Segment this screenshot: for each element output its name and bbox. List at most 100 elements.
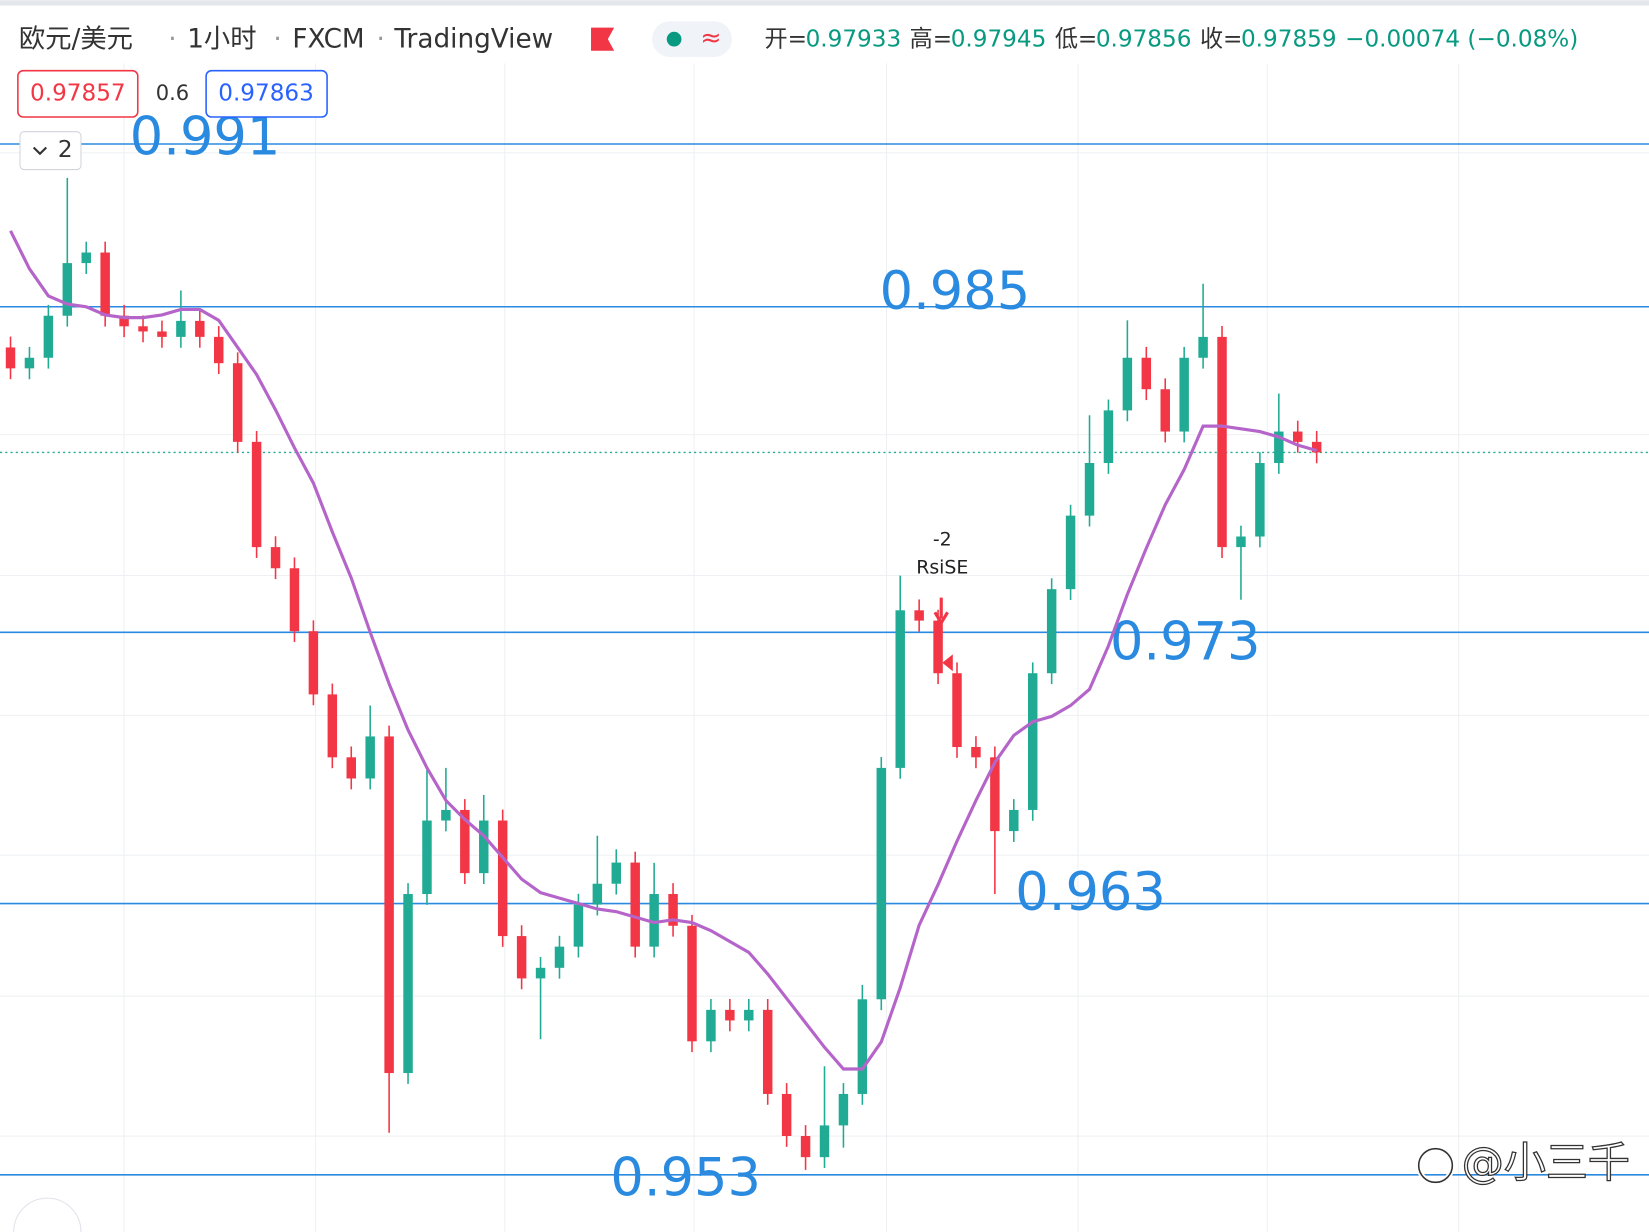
- ohlc-label: 低=: [1055, 27, 1098, 53]
- candle-body: [138, 326, 148, 332]
- ohlc-label: 开=: [765, 27, 808, 53]
- candle-body: [497, 820, 508, 937]
- flag-icon[interactable]: [591, 27, 615, 51]
- separator: ·: [168, 25, 176, 55]
- candle-body: [1065, 515, 1076, 590]
- candle-body: [554, 946, 565, 968]
- candle-body: [1255, 463, 1265, 537]
- candle-body: [1293, 431, 1303, 442]
- signal: -2 RsiSE: [916, 528, 968, 672]
- ask: 0.97863: [218, 80, 314, 106]
- level-label: 0.963: [1015, 862, 1166, 923]
- candle-body: [365, 736, 375, 779]
- separator: ·: [273, 25, 281, 55]
- candle-body: [857, 999, 868, 1094]
- candle-body: [5, 347, 16, 369]
- level-label: 0.985: [880, 261, 1031, 322]
- ask-box[interactable]: [205, 69, 328, 118]
- status-pill[interactable]: [652, 21, 732, 58]
- candle-body: [914, 610, 924, 621]
- candle-body: [1084, 463, 1095, 516]
- candle-body: [1046, 589, 1057, 674]
- platform: TradingView: [393, 25, 553, 55]
- candle-body: [1236, 536, 1246, 548]
- candle-body: [460, 809, 470, 874]
- ohlc-value: 0.97933: [806, 27, 902, 53]
- candle-body: [535, 967, 546, 979]
- candle-body: [1009, 809, 1019, 832]
- candle-body: [819, 1125, 830, 1158]
- candle-body: [81, 252, 91, 264]
- signal-arrow: [933, 597, 949, 626]
- watermark: @小三千: [1416, 1137, 1631, 1188]
- candle-body: [668, 894, 678, 926]
- candle-body: [1311, 441, 1322, 453]
- candle-body: [630, 862, 640, 947]
- candle-body: [1217, 336, 1227, 548]
- status-icon: ≈: [700, 23, 721, 52]
- candle-body: [43, 315, 54, 358]
- candle-body: [157, 331, 167, 337]
- candle-body: [479, 820, 489, 874]
- candle-body: [441, 809, 451, 821]
- candle-body: [346, 757, 356, 779]
- candle-body: [384, 736, 394, 1074]
- collapse-count: 2: [58, 137, 73, 163]
- bid: 0.97857: [30, 80, 126, 106]
- symbol: 欧元/美元: [19, 25, 133, 55]
- status-dot: [666, 31, 682, 47]
- candle-body: [308, 631, 319, 695]
- candle-body: [592, 883, 603, 905]
- change: −0.00074 (−0.08%): [1345, 27, 1578, 53]
- candle-body: [289, 568, 300, 632]
- ohlc-label: 收=: [1200, 27, 1243, 53]
- candle-body: [62, 263, 73, 316]
- candle-body: [573, 904, 584, 947]
- candle-body: [232, 363, 243, 442]
- moving-average: [9, 230, 1318, 1071]
- ohlc-value: 0.97945: [951, 27, 1047, 53]
- candle-body: [744, 1009, 754, 1021]
- candle-body: [706, 1009, 716, 1042]
- candle-body: [952, 673, 962, 748]
- level-label: 0.973: [1110, 612, 1261, 673]
- level-label: 0.953: [610, 1148, 761, 1209]
- candle-body: [611, 862, 622, 884]
- candle-body: [327, 694, 338, 758]
- candle-body: [762, 1009, 773, 1094]
- candle-body: [725, 1009, 735, 1021]
- candle-body: [516, 936, 527, 979]
- separator: ·: [376, 25, 384, 55]
- candle-body: [1198, 336, 1208, 358]
- candle-body: [403, 894, 413, 1074]
- candle-body: [1103, 410, 1114, 464]
- ohlc-value: 0.97856: [1096, 27, 1192, 53]
- candle-body: [649, 894, 659, 947]
- candle-body: [971, 747, 981, 758]
- candle-body: [214, 336, 224, 364]
- candle-body: [1179, 357, 1189, 432]
- candle-body: [251, 441, 262, 548]
- chevron: [32, 146, 48, 156]
- ohlc-label: 高=: [910, 27, 953, 53]
- annotation: -2: [933, 528, 952, 550]
- bid-box[interactable]: [17, 69, 139, 118]
- interval: 1小时: [187, 25, 256, 55]
- candle-body: [270, 547, 281, 569]
- candle-body: [1122, 357, 1133, 411]
- collapse-button[interactable]: [19, 131, 82, 171]
- candle-body: [687, 925, 697, 1042]
- candle-body: [1027, 673, 1038, 810]
- candle-body: [119, 315, 129, 327]
- watermark-text: @小三千: [1462, 1138, 1630, 1187]
- spread: 0.6: [156, 80, 189, 105]
- candle-body: [422, 820, 432, 895]
- candle-body: [176, 320, 186, 337]
- candle-body: [895, 610, 905, 768]
- signal-marker: [942, 654, 953, 672]
- candle-body: [800, 1135, 811, 1158]
- source: FXCM: [292, 25, 364, 55]
